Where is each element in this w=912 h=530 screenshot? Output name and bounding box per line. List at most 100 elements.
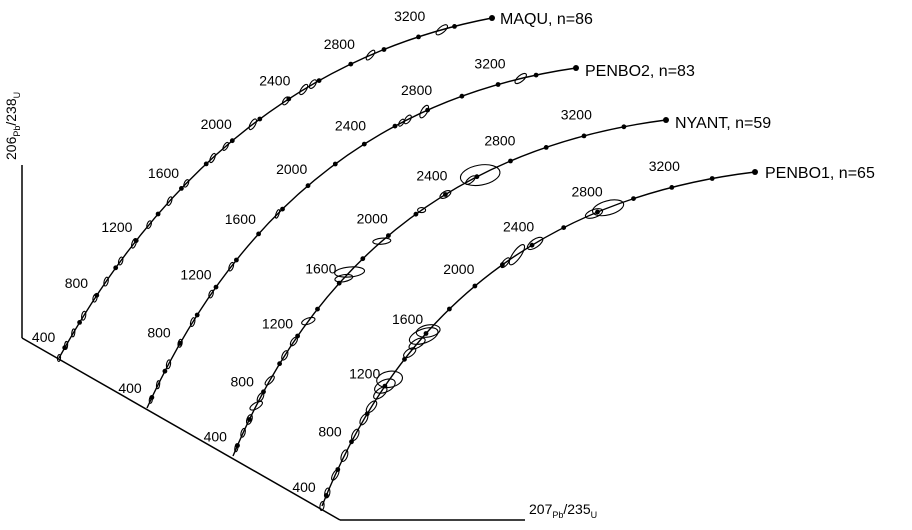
analysis-ellipse <box>81 310 87 321</box>
age-label: 2800 <box>401 82 432 98</box>
analysis-ellipse <box>289 336 298 347</box>
age-label: 800 <box>318 424 342 440</box>
curve-penbo1: 400 800 1200 1600 2000 2400 2800 3200 PENBO1, n=… <box>292 158 875 512</box>
age-marker <box>162 368 168 374</box>
age-marker <box>392 123 398 129</box>
age-label: 1200 <box>349 366 380 382</box>
analysis-ellipse <box>398 118 405 127</box>
analysis-ellipse <box>359 413 369 426</box>
age-marker <box>280 206 285 212</box>
age-marker <box>203 161 209 167</box>
analysis-ellipse <box>340 449 349 462</box>
age-label: 1200 <box>262 316 293 332</box>
analysis-ellipse <box>584 208 604 219</box>
age-marker <box>561 225 567 231</box>
analysis-ellipse <box>365 49 376 61</box>
age-marker <box>669 185 675 190</box>
age-marker <box>543 145 549 150</box>
age-marker <box>229 138 235 144</box>
age-label: 800 <box>231 373 255 389</box>
age-marker <box>529 242 535 248</box>
analysis-ellipse <box>408 337 426 350</box>
analysis-ellipse <box>301 316 316 326</box>
age-label: 3200 <box>649 158 680 174</box>
analysis-ellipse <box>403 347 417 359</box>
analysis-ellipse <box>376 370 404 389</box>
age-label: 2000 <box>357 211 388 227</box>
age-marker <box>423 331 429 336</box>
analysis-ellipse <box>148 395 153 404</box>
age-marker <box>459 93 465 99</box>
age-marker <box>155 211 161 217</box>
age-label: 1200 <box>180 266 211 282</box>
age-marker <box>452 24 457 29</box>
analysis-ellipse <box>459 164 501 187</box>
analysis-ellipse <box>319 500 325 512</box>
analysis-ellipse <box>189 317 196 328</box>
age-label: 800 <box>65 275 89 291</box>
age-marker <box>247 417 252 422</box>
analysis-ellipse <box>308 79 317 89</box>
age-marker <box>348 61 354 67</box>
analysis-ellipse <box>334 273 354 283</box>
analysis-ellipse <box>324 487 331 499</box>
analysis-ellipse <box>591 199 625 217</box>
analysis-ellipse <box>331 469 340 481</box>
analysis-ellipse <box>351 428 360 441</box>
age-label: 400 <box>292 479 316 495</box>
curve-penbo2: 400 800 1200 1600 2000 2400 2800 3200 PENBO2, n=… <box>118 55 695 409</box>
analysis-ellipse <box>500 257 511 269</box>
analysis-ellipse <box>526 236 544 251</box>
analysis-ellipse <box>130 237 138 249</box>
analysis-ellipse <box>514 72 527 85</box>
analysis-ellipse <box>240 427 246 438</box>
analysis-ellipse <box>103 276 109 287</box>
analysis-ellipse <box>465 175 476 185</box>
age-marker <box>631 196 636 202</box>
age-marker <box>213 284 219 290</box>
age-marker <box>305 183 311 189</box>
age-marker <box>361 141 367 147</box>
analysis-ellipse <box>415 324 441 338</box>
depth-axis-line <box>21 337 341 521</box>
analysis-ellipse <box>248 118 258 131</box>
analysis-ellipse <box>373 386 388 400</box>
age-label: 2800 <box>572 184 603 200</box>
age-marker <box>533 72 539 78</box>
analysis-ellipse <box>281 350 289 361</box>
concordia-line <box>58 17 493 359</box>
analysis-ellipse <box>146 220 152 229</box>
analysis-ellipse <box>439 189 452 200</box>
x-axis-label: 207Pb/235U <box>529 501 597 520</box>
age-label: 2000 <box>443 261 474 277</box>
age-marker <box>277 361 282 367</box>
analysis-ellipse <box>208 289 214 299</box>
age-marker <box>360 256 366 262</box>
age-marker <box>443 192 448 197</box>
analysis-ellipse <box>117 256 124 266</box>
age-label: 1600 <box>392 311 423 327</box>
sample-label: PENBO2, n=83 <box>585 63 695 80</box>
analysis-ellipse <box>222 141 230 151</box>
age-label: 1600 <box>148 165 179 181</box>
age-label: 2400 <box>416 168 447 184</box>
axes: 206Pb/238U 207Pb/235U <box>3 92 597 521</box>
age-label: 800 <box>147 324 171 340</box>
analysis-ellipse <box>155 380 161 390</box>
analysis-ellipse <box>417 207 427 214</box>
analysis-ellipse <box>334 266 366 278</box>
analysis-ellipse <box>374 378 396 394</box>
age-marker <box>316 78 322 83</box>
age-marker <box>113 265 119 271</box>
analysis-ellipse <box>264 375 275 386</box>
age-marker <box>581 133 587 139</box>
age-label: 1600 <box>305 261 336 277</box>
curve-end-marker <box>752 169 758 175</box>
curve-end-marker <box>489 15 495 21</box>
sample-label: NYANT, n=59 <box>675 115 771 132</box>
curve-maqu: 400 800 1200 1600 2000 2400 2800 3200 MAQU, n=86 <box>32 8 593 363</box>
age-marker <box>381 47 387 52</box>
age-marker <box>386 233 391 239</box>
curve-end-marker <box>663 117 669 123</box>
